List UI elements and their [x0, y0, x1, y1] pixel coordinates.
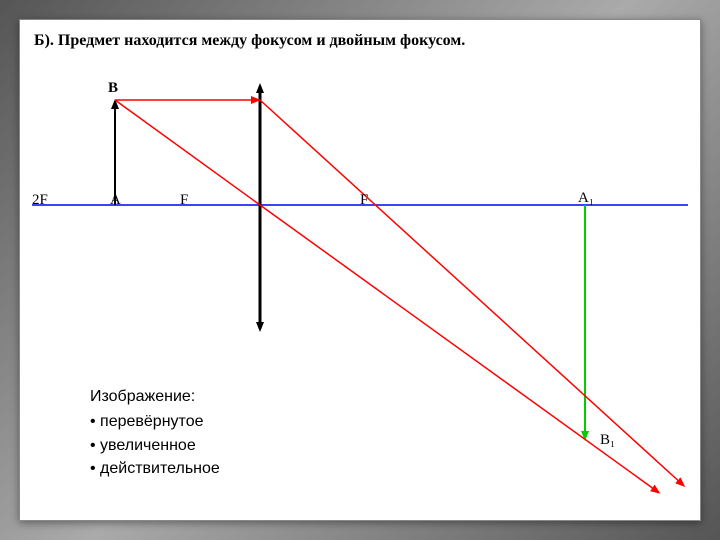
label-F-left: F — [180, 192, 188, 209]
image-properties-list: Изображение: перевёрнутое увеличенное де… — [90, 385, 220, 480]
label-F-right: F — [360, 192, 368, 209]
bullet-item-1: перевёрнутое — [90, 410, 220, 433]
label-A: A — [110, 192, 121, 209]
bullets-header: Изображение: — [90, 385, 220, 408]
ray2-part2 — [260, 205, 658, 492]
label-A1: A₁ — [578, 190, 594, 207]
label-B: B — [108, 80, 118, 97]
label-2F-left: 2F — [32, 192, 48, 209]
ray2-part1 — [115, 100, 260, 205]
bullet-item-3: действительное — [90, 457, 220, 480]
bullet-item-2: увеличенное — [90, 434, 220, 457]
label-B1: B₁ — [600, 432, 615, 449]
ray1-part2 — [260, 100, 683, 485]
diagram-frame: Б). Предмет находится между фокусом и дв… — [19, 19, 701, 521]
